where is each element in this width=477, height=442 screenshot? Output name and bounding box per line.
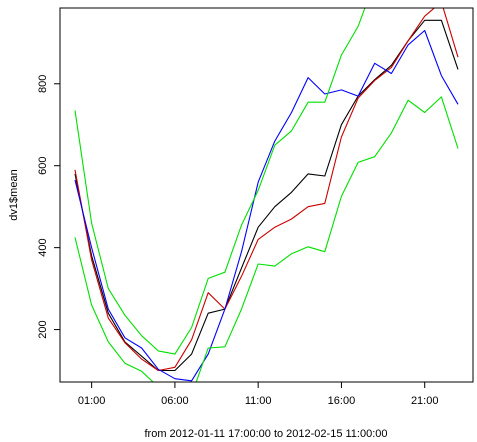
series-line-3	[74, 29, 459, 382]
axis-layer: 01:00 06:00 11:00 16:00 21:00 200 400 600 800	[37, 75, 438, 407]
series-line-4	[74, 8, 366, 355]
y-tick-label-2: 400	[37, 238, 49, 256]
x-tick-label-5: 21:00	[411, 395, 439, 407]
x-tick-label-1: 01:00	[78, 395, 106, 407]
plot-frame	[59, 7, 474, 383]
x-axis-label: from 2012-01-11 17:00:00 to 2012-02-15 1…	[145, 428, 388, 440]
x-tick-label-2: 06:00	[161, 395, 189, 407]
series-line-2	[74, 8, 459, 372]
series-layer	[74, 8, 459, 382]
series-line-1	[74, 19, 459, 372]
y-tick-label-4: 800	[37, 75, 49, 93]
x-tick-label-4: 16:00	[328, 395, 356, 407]
y-axis-label: dv1$mean	[8, 169, 20, 220]
y-tick-label-3: 600	[37, 157, 49, 175]
x-tick-label-3: 11:00	[245, 395, 272, 407]
series-line-5	[74, 96, 459, 382]
y-tick-label-1: 200	[37, 320, 49, 338]
